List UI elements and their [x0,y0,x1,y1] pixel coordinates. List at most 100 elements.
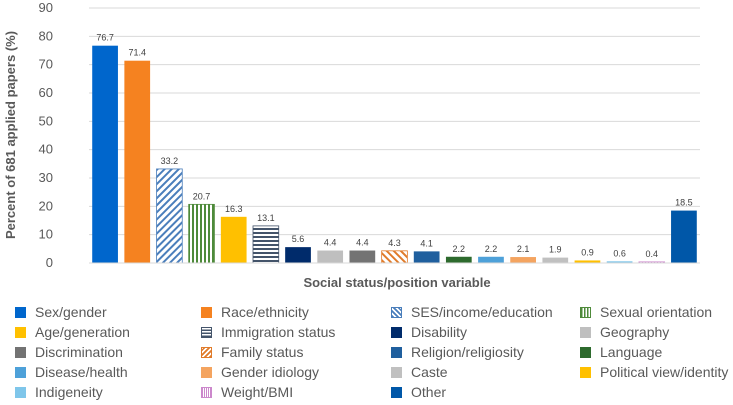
legend-item-weight-bmi: Weight/BMI [201,383,293,401]
data-label-ses-income-education: 33.2 [161,156,179,166]
legend-item-ses-income-education: SES/income/education [391,303,553,321]
y-tick-label: 90 [39,0,53,15]
legend-swatch [15,386,26,398]
legend-label: Race/ethnicity [221,304,309,320]
legend-item-sex-gender: Sex/gender [15,303,107,321]
legend-item-sexual-orientation: Sexual orientation [580,303,712,321]
legend-item-gender-idiology: Gender idiology [201,363,319,381]
legend-item-geography: Geography [580,323,669,341]
data-label-race-ethnicity: 71.4 [128,48,146,58]
legend-item-religion-religiosity: Religion/religiosity [391,343,524,361]
legend-swatch [15,326,26,338]
legend-swatch [580,326,591,338]
legend-item-other: Other [391,383,446,401]
legend-swatch [201,366,212,378]
data-label-indigeneity: 0.6 [613,248,626,258]
legend-label: Language [600,344,663,360]
legend-label: Discrimination [35,344,123,360]
data-label-sex-gender: 76.7 [96,33,114,43]
y-axis-ticks: 0 10 20 30 40 50 60 70 80 90 [39,0,53,270]
x-axis-title: Social status/position variable [303,275,490,290]
bar-chart: 0 10 20 30 40 50 60 70 80 90 76.7 71.4 33.2 20.7 16.3… [3,0,700,290]
data-labels: 76.7 71.4 33.2 20.7 16.3 13.1 5.6 4.4 4.4 4.3 4.1 2… [96,33,692,259]
data-label-gender-idiology: 2.1 [517,244,530,254]
data-label-religion-religiosity: 4.1 [420,238,433,248]
bar-geography [317,250,344,263]
legend-item-discrimination: Discrimination [15,343,123,361]
bar-sexual-orientation [188,203,215,264]
data-label-family-status: 4.3 [388,238,401,248]
legend-label: Weight/BMI [221,384,294,400]
y-tick-label: 10 [39,227,53,242]
y-tick-label: 70 [39,57,53,72]
legend-label: Family status [221,344,304,360]
legend-item-immigration-status: Immigration status [201,323,335,341]
legend-label: Political view/identity [600,364,729,380]
legend-label: Disease/health [35,364,128,380]
legend-swatch [201,326,212,338]
legend-label: Caste [411,364,448,380]
legend-swatch [391,366,402,378]
bar-race-ethnicity [124,60,151,264]
legend-label: Religion/religiosity [411,344,524,360]
legend-swatch [15,306,26,318]
y-tick-label: 40 [39,142,53,157]
legend-item-disability: Disability [391,323,467,341]
y-tick-label: 20 [39,198,53,213]
data-label-weight-bmi: 0.4 [646,249,659,259]
data-label-disability: 5.6 [292,234,305,244]
bar-ses-income-education [156,168,183,264]
y-axis-title: Percent of 681 applied papers (%) [3,31,18,239]
legend-swatch [201,306,212,318]
bar-family-status [381,250,408,264]
data-label-other: 18.5 [675,198,693,208]
legend-item-age-generation: Age/generation [15,323,130,341]
bar-immigration-status [252,225,280,264]
legend-item-language: Language [580,343,662,361]
data-label-geography: 4.4 [324,238,337,248]
legend-label: Geography [600,324,670,340]
legend-label: Indigeneity [35,384,103,400]
bar-disease-health [478,256,504,263]
data-label-sexual-orientation: 20.7 [193,191,211,201]
legend-label: Age/generation [35,324,130,340]
legend-label: SES/income/education [411,304,553,320]
bars [92,45,697,264]
legend-swatch [580,346,591,358]
bar-discrimination [349,250,376,263]
legend-swatch [580,366,591,378]
y-tick-label: 60 [39,85,53,100]
legend-item-disease-health: Disease/health [15,363,128,381]
legend-item-political-view-identity: Political view/identity [580,363,728,381]
legend-item-family-status: Family status [201,343,303,361]
legend-swatch [391,346,402,358]
data-label-disease-health: 2.2 [485,244,498,254]
bar-gender-idiology [510,257,536,263]
legend-item-indigeneity: Indigeneity [15,383,103,401]
data-label-immigration-status: 13.1 [257,213,275,223]
y-tick-label: 0 [46,255,53,270]
bar-religion-religiosity [413,251,440,263]
legend-item-race-ethnicity: Race/ethnicity [201,303,309,321]
data-label-language: 2.2 [453,244,466,254]
y-tick-label: 80 [39,28,53,43]
legend-swatch [15,366,26,378]
y-tick-label: 30 [39,170,53,185]
bar-indigeneity [606,261,633,263]
bar-other [671,210,697,263]
legend-label: Other [411,384,447,400]
legend-label: Immigration status [221,324,336,340]
legend-swatch [391,306,402,318]
legend-swatch [391,386,402,398]
bar-language [445,256,472,263]
bar-political-view-identity [574,260,601,263]
bar-sex-gender [92,45,118,263]
data-label-age-generation: 16.3 [225,204,243,214]
legend-label: Disability [411,324,468,340]
data-label-political-view-identity: 0.9 [581,247,594,257]
legend-swatch [201,346,212,358]
bar-disability [285,247,311,263]
legend-swatch [15,346,26,358]
legend-swatch [391,326,402,338]
legend-label: Sex/gender [35,304,107,320]
